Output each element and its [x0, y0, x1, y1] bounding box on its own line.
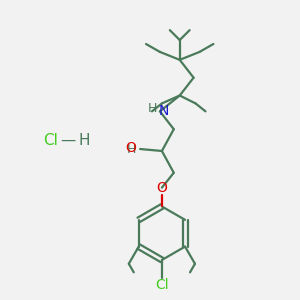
Text: O: O	[157, 181, 167, 195]
Text: N: N	[159, 104, 169, 118]
Text: H: H	[79, 133, 90, 148]
Text: Cl: Cl	[43, 133, 58, 148]
Text: Cl: Cl	[155, 278, 169, 292]
Text: H: H	[147, 102, 157, 115]
Text: —: —	[60, 133, 75, 148]
Text: H: H	[127, 142, 136, 155]
Text: O: O	[125, 141, 136, 155]
